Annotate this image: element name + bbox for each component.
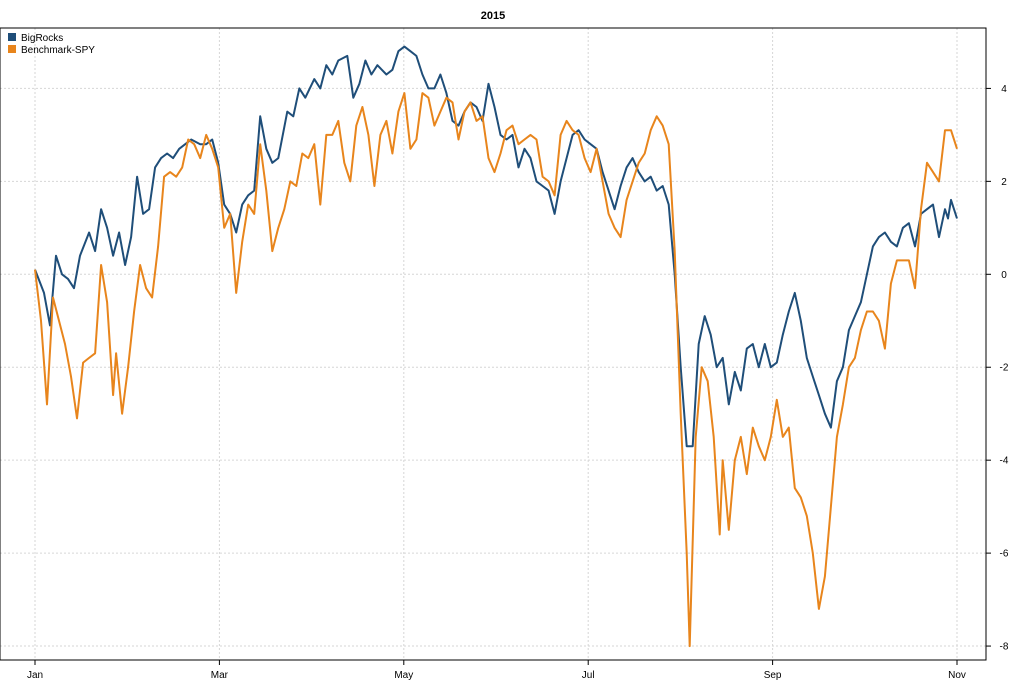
plot-frame	[0, 27, 987, 661]
legend-swatch-benchmark-spy	[8, 45, 16, 53]
x-tick-label: May	[394, 670, 413, 681]
legend-swatch-bigrocks	[8, 33, 16, 41]
series-line-bigrocks	[34, 45, 958, 448]
y-tick-label: -6	[1000, 549, 1009, 560]
axes-layer: Jan Mar May Jul Sep Nov 4 2 0 -2 -4 -6 -8	[27, 84, 1009, 681]
y-tick-label: -4	[1000, 456, 1009, 467]
x-tick-label: Sep	[764, 670, 782, 681]
x-tick-label: Jan	[27, 670, 43, 681]
y-tick-label: 2	[1001, 177, 1007, 188]
series-layer	[34, 45, 958, 648]
y-tick-label: -8	[1000, 642, 1009, 653]
x-tick-label: Nov	[948, 670, 966, 681]
x-tick-label: Mar	[211, 670, 229, 681]
legend: BigRocks Benchmark-SPY	[8, 33, 95, 56]
y-tick-label: 4	[1001, 84, 1007, 95]
chart-title: 2015	[481, 10, 505, 22]
legend-label-benchmark-spy: Benchmark-SPY	[21, 45, 95, 56]
legend-label-bigrocks: BigRocks	[21, 33, 63, 44]
y-tick-label: -2	[1000, 363, 1009, 374]
grid-lines	[0, 28, 986, 660]
y-tick-label: 0	[1001, 270, 1007, 281]
series-line-benchmark-spy	[34, 92, 958, 648]
x-tick-label: Jul	[582, 670, 595, 681]
